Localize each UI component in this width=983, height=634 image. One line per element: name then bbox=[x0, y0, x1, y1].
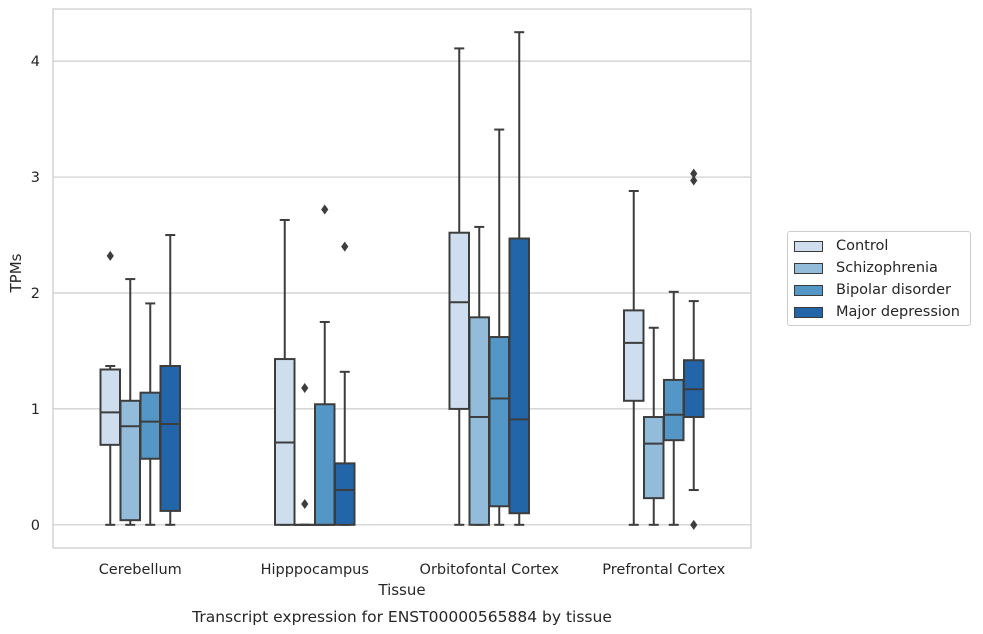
box-element bbox=[448, 47, 470, 526]
x-tick-label: Orbitofontal Cortex bbox=[420, 562, 560, 578]
box-element bbox=[488, 128, 510, 526]
box-element bbox=[99, 250, 121, 526]
box-series bbox=[99, 31, 705, 530]
outlier-point bbox=[301, 383, 309, 394]
box-iqr bbox=[448, 231, 470, 410]
x-tick-label: Cerebellum bbox=[99, 562, 182, 578]
box-element bbox=[623, 189, 645, 526]
outlier-point bbox=[341, 241, 349, 252]
box-iqr bbox=[508, 237, 530, 515]
outlier-point bbox=[321, 204, 329, 215]
box-element bbox=[139, 302, 161, 526]
legend-item-major-depression: Major depression bbox=[794, 302, 960, 322]
legend-swatch-schizophrenia bbox=[794, 262, 823, 274]
box-iqr bbox=[159, 365, 181, 512]
plot-frame bbox=[52, 8, 752, 549]
box-iqr bbox=[314, 403, 336, 526]
box-element bbox=[468, 225, 490, 526]
box-iqr bbox=[139, 391, 161, 460]
legend-item-bipolar-disorder: Bipolar disorder bbox=[794, 280, 951, 300]
box-element bbox=[334, 241, 356, 526]
y-tick-label: 1 bbox=[31, 402, 40, 418]
box-iqr bbox=[623, 309, 645, 402]
legend-label-schizophrenia: Schizophrenia bbox=[836, 260, 938, 276]
outlier-point bbox=[690, 175, 698, 186]
legend: Control Schizophrenia Bipolar disorder M… bbox=[787, 231, 971, 326]
box-iqr bbox=[99, 368, 121, 446]
box-element bbox=[274, 218, 296, 526]
box-iqr bbox=[663, 378, 685, 442]
y-tick-label: 3 bbox=[31, 170, 40, 186]
x-tick-labels: Cerebellum Hipppocampus Orbitofontal Corte… bbox=[99, 562, 726, 578]
box-element bbox=[663, 290, 685, 526]
legend-label-control: Control bbox=[836, 238, 889, 254]
legend-swatch-bipolar-disorder bbox=[794, 284, 823, 296]
outlier-point bbox=[690, 519, 698, 530]
box-element bbox=[159, 234, 181, 526]
y-tick-label: 2 bbox=[31, 286, 40, 302]
x-tick-label: Hipppocampus bbox=[261, 562, 369, 578]
box-iqr bbox=[488, 336, 510, 508]
box-element bbox=[683, 168, 705, 530]
box-iqr bbox=[334, 462, 356, 526]
y-axis-title: TPMs bbox=[7, 253, 25, 293]
outlier-point bbox=[301, 498, 309, 509]
outlier-point bbox=[690, 168, 698, 179]
box-element bbox=[119, 278, 141, 526]
legend-label-bipolar-disorder: Bipolar disorder bbox=[836, 282, 951, 298]
y-tick-labels: 0 1 2 3 4 bbox=[31, 54, 40, 534]
y-tick-label: 0 bbox=[31, 518, 40, 534]
box-iqr bbox=[643, 416, 665, 500]
chart-caption: Transcript expression for ENST0000056588… bbox=[191, 608, 612, 626]
box-element bbox=[294, 383, 316, 526]
y-tick-label: 4 bbox=[31, 54, 40, 70]
legend-swatch-major-depression bbox=[794, 306, 823, 318]
box-element bbox=[508, 31, 530, 526]
box-element bbox=[314, 204, 336, 526]
x-axis-title: Tissue bbox=[377, 581, 425, 599]
outlier-point bbox=[106, 250, 114, 261]
legend-item-control: Control bbox=[794, 236, 888, 256]
box-iqr bbox=[119, 399, 141, 522]
box-iqr bbox=[468, 316, 490, 526]
legend-item-schizophrenia: Schizophrenia bbox=[794, 258, 938, 278]
legend-label-major-depression: Major depression bbox=[836, 304, 960, 320]
legend-swatch-control bbox=[794, 240, 823, 252]
x-tick-label: Prefrontal Cortex bbox=[602, 562, 725, 578]
box-element bbox=[643, 326, 665, 526]
